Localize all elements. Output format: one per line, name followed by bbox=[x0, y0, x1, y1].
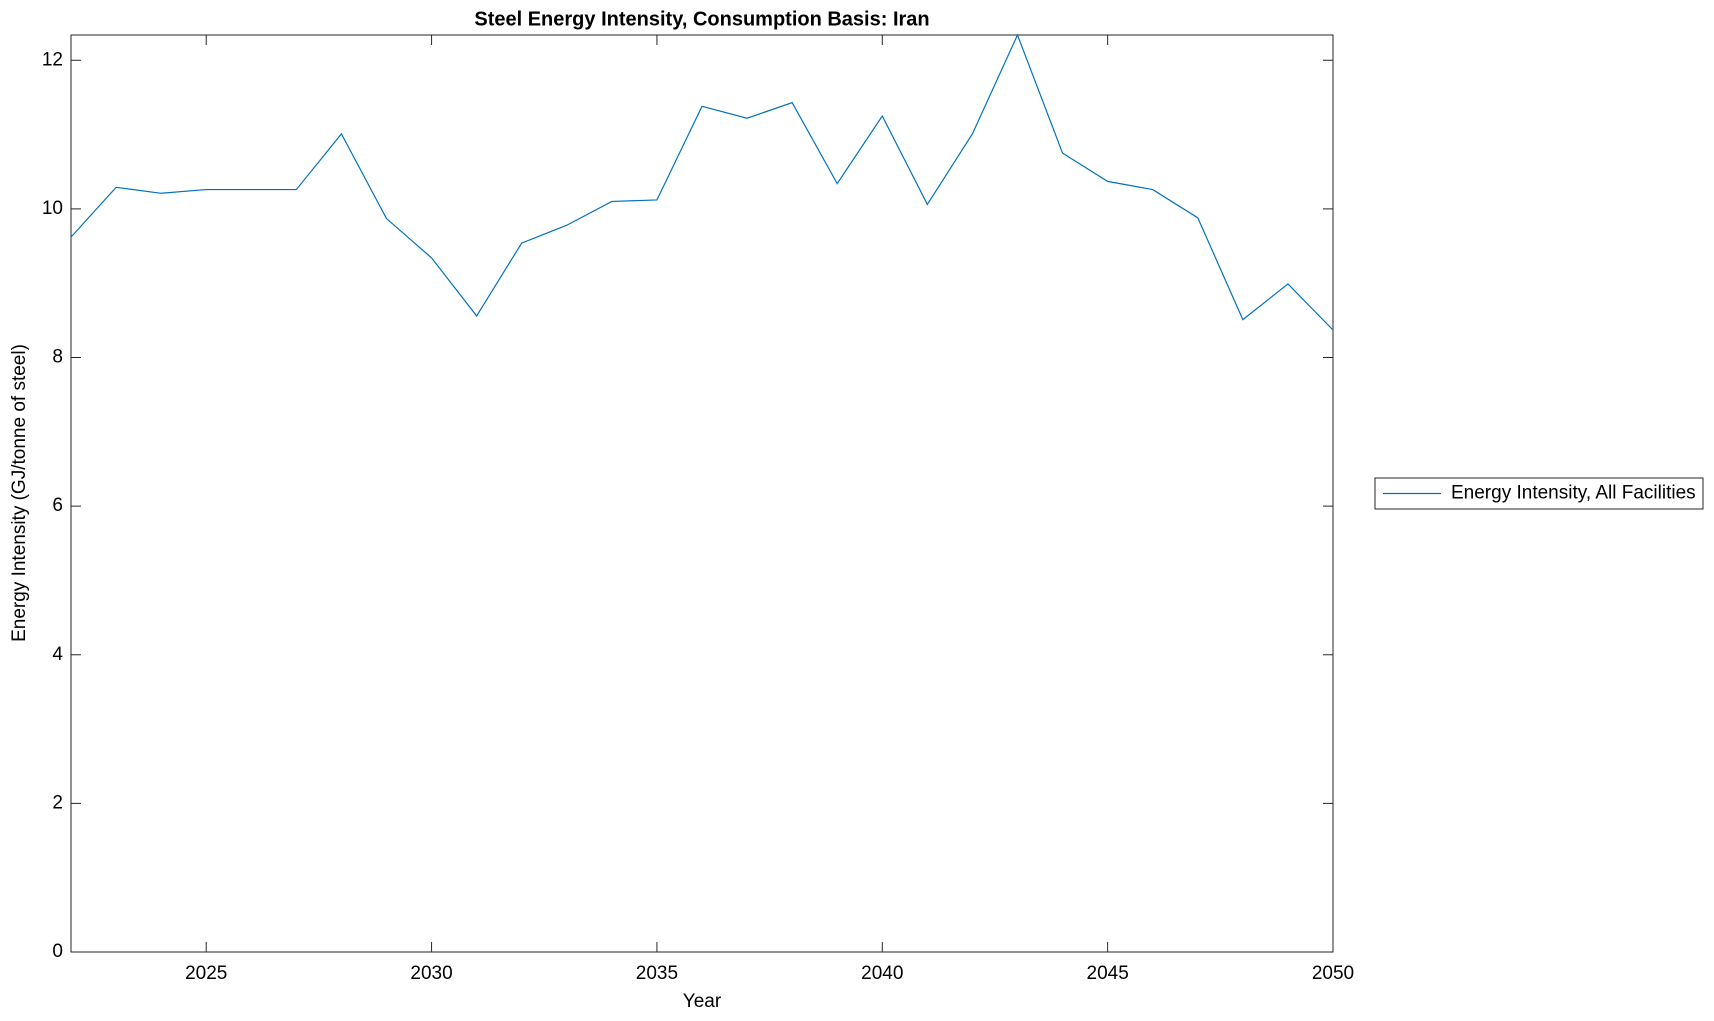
y-tick-label: 10 bbox=[42, 198, 63, 219]
legend-label: Energy Intensity, All Facilities bbox=[1451, 483, 1696, 504]
y-tick-label: 12 bbox=[42, 49, 63, 70]
plot-frame bbox=[70, 34, 1334, 953]
x-tick-label: 2030 bbox=[410, 963, 452, 984]
data-line bbox=[70, 33, 1334, 331]
x-axis-label: Year bbox=[683, 991, 722, 1012]
x-tick-label: 2045 bbox=[1087, 963, 1129, 984]
y-tick-label: 0 bbox=[52, 941, 63, 962]
x-tick-label: 2040 bbox=[861, 963, 903, 984]
y-tick-label: 8 bbox=[52, 347, 63, 368]
y-axis-label: Energy Intensity (GJ/tonne of steel) bbox=[9, 344, 30, 642]
chart-title: Steel Energy Intensity, Consumption Basi… bbox=[474, 8, 929, 30]
y-tick-label: 2 bbox=[52, 792, 63, 813]
y-tick-label: 6 bbox=[52, 495, 63, 516]
x-tick-label: 2025 bbox=[185, 963, 227, 984]
x-tick-label: 2050 bbox=[1312, 963, 1354, 984]
y-tick-label: 4 bbox=[52, 644, 63, 665]
x-tick-label: 2035 bbox=[636, 963, 678, 984]
